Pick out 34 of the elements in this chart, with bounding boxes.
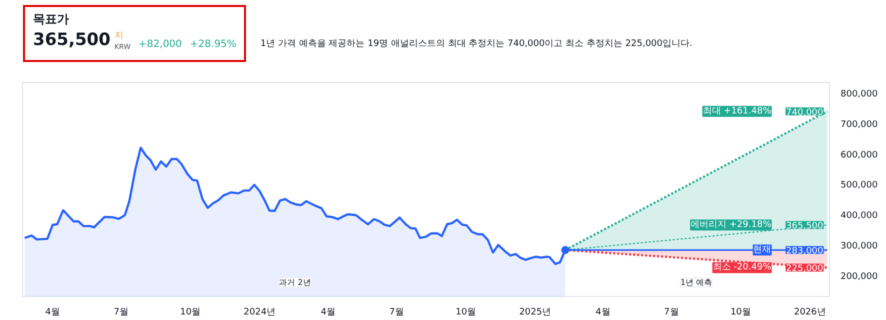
legend-label: 최대 +161.48%	[702, 106, 772, 116]
data-label: 740,000	[786, 108, 824, 118]
annotation: 과거 2년	[279, 278, 311, 287]
data-label: 365,500	[786, 222, 824, 232]
x-tick-label: 7월	[389, 308, 404, 318]
text: 지	[114, 30, 124, 42]
text: +82,000	[138, 38, 182, 52]
y-tick-label: 200,000	[840, 272, 878, 282]
x-tick-label: 7월	[664, 308, 679, 318]
text: 1년 가격 예측을 제공하는 19명 애널리스트의 최대 추정치는 740,000이고 최소 추정치는 225,000입니다.	[260, 38, 692, 50]
x-tick-label: 7월	[114, 308, 128, 318]
y-tick-label: 600,000	[840, 150, 878, 160]
y-tick-label: 700,000	[840, 120, 878, 130]
y-tick-label: 500,000	[840, 180, 878, 191]
annotation: 1년 예측	[680, 278, 712, 287]
y-tick-label: 300,000	[840, 241, 878, 252]
legend-label: 에버리지 +29.18%	[690, 220, 772, 230]
x-tick-label: 4월	[45, 308, 60, 318]
legend-label: 최소 -20.49%	[712, 262, 772, 273]
y-tick-label: 400,000	[840, 211, 878, 222]
x-tick-label: 2026년	[794, 308, 826, 318]
chart-subtitle: 365,500	[33, 29, 110, 52]
x-tick-label: 2024년	[244, 308, 276, 318]
x-tick-label: 4월	[596, 308, 610, 318]
text: +28.95%	[190, 38, 236, 52]
x-tick-label: 10월	[730, 308, 751, 318]
legend-label: 현재	[753, 245, 772, 256]
chart-title: 목표가	[33, 11, 70, 28]
y-tick-label: 800,000	[840, 90, 878, 100]
data-label: 283,000	[786, 246, 824, 257]
x-tick-label: 4월	[320, 308, 336, 318]
x-tick-label: 2025년	[519, 308, 552, 318]
x-tick-label: 10월	[456, 308, 476, 318]
x-tick-label: 10월	[180, 308, 201, 318]
